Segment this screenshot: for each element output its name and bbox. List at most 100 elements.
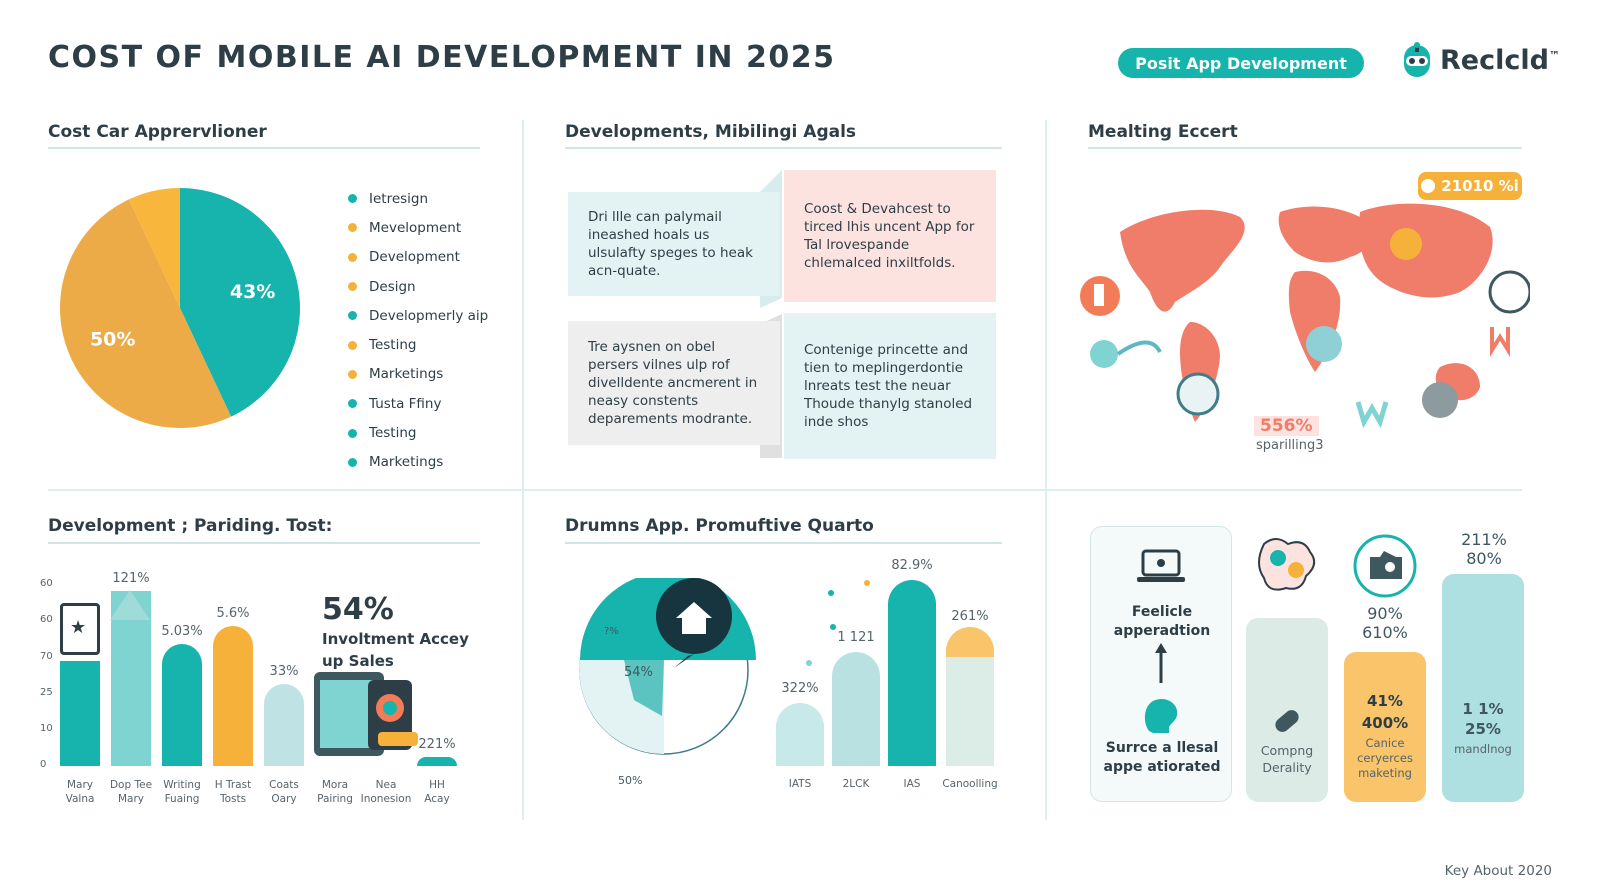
x-tick-label: Mora Pairing: [317, 779, 353, 805]
y-tick-label: 10: [40, 723, 53, 734]
pie-legend: Ietresign Mevelopment Development Design Dev…: [348, 184, 488, 477]
section-rule: [48, 542, 480, 544]
highlight-stat-label: Involtment Accey up Sales: [322, 630, 469, 670]
pill-icon: [1275, 710, 1299, 732]
legend-item: Design: [348, 272, 488, 301]
arrow-up-icon: [1155, 643, 1167, 683]
divider: [522, 120, 524, 820]
legend-dot-icon: [348, 252, 357, 262]
bar-value-label: 1 121: [837, 629, 875, 645]
legend-dot-icon: [348, 428, 357, 438]
section-rule: [565, 147, 1002, 149]
panel-top-value: 90% 610%: [1362, 604, 1408, 642]
legend-item: Mevelopment: [348, 213, 488, 242]
section-title-quarter: Drumns App. Promuftive Quarto: [565, 516, 874, 536]
legend-item: Testing: [348, 330, 488, 359]
pie-chart: 43% 50%: [60, 188, 300, 428]
bar: [264, 683, 304, 766]
bar: [111, 591, 151, 766]
bar-value-label: 221%: [418, 737, 456, 753]
x-tick-label: Dop Tee Mary: [109, 779, 153, 805]
legend-item: Testing: [348, 418, 488, 447]
bar-value-label: 33%: [269, 663, 299, 679]
x-tick-label: Coats Oary: [269, 779, 299, 805]
section-title-map: Mealting Eccert: [1088, 122, 1238, 142]
x-tick-label: Writing Fuaing: [163, 779, 201, 805]
scatter-dot: [864, 580, 870, 586]
scatter-dot: [806, 660, 812, 666]
legend-label: Ietresign: [369, 190, 429, 207]
map-stat-label: sparilling3: [1256, 438, 1324, 453]
legend-dot-icon: [348, 282, 357, 292]
laptop-icon: [1137, 549, 1185, 582]
bar: [832, 651, 880, 766]
legend-label: Design: [369, 278, 416, 295]
bar-value-label: 5.03%: [161, 623, 203, 639]
bar-value-label: 121%: [112, 571, 150, 586]
legend-label: Testing: [369, 425, 417, 442]
section-rule: [1088, 147, 1522, 149]
bar: [417, 757, 457, 766]
pie-slice-label: 50%: [90, 329, 135, 351]
legend-dot-icon: [348, 311, 357, 321]
bar-chart-2: 322% IATS 1 121 2LCK 82.9% IAS 261% Canoolling: [776, 558, 998, 790]
head-icon: [1144, 698, 1178, 733]
pie-slice-label: 43%: [230, 281, 275, 303]
bar-value-label: 322%: [781, 681, 819, 697]
highlight-stat: 54%: [322, 592, 394, 627]
legend-item: Ietresign: [348, 184, 488, 213]
pie-slice: [60, 199, 232, 428]
map-badge: 21010 %i: [1418, 172, 1522, 200]
panel-value: 400%: [1361, 714, 1409, 732]
panel-title: Feelicle apperadtion: [1113, 604, 1211, 639]
robot-logo-icon: [1404, 42, 1430, 77]
section-title-cards: Developments, Mibilingi Agals: [565, 122, 857, 142]
info-card-3: Tre aysnen on obel persers vilnes ulp ro…: [568, 321, 780, 445]
feature-panel-3: 41% 400% Canice ceryerces maketing: [1344, 652, 1426, 802]
divider: [1045, 120, 1047, 820]
bar-value-label: 261%: [951, 609, 989, 625]
bar: [60, 661, 100, 766]
cta-pill-button[interactable]: Posit App Development: [1118, 48, 1364, 78]
quarter-donut: ?% 54% 50%: [579, 578, 756, 787]
legend-item: Marketings: [348, 448, 488, 477]
bar: [213, 626, 253, 766]
legend-dot-icon: [348, 194, 357, 204]
pie-slice: [128, 188, 180, 308]
camera-circle-icon: [1353, 534, 1417, 598]
legend-label: Testing: [369, 337, 417, 354]
panel-top-value: 211% 80%: [1461, 530, 1507, 568]
x-tick-label: 2LCK: [842, 778, 870, 790]
info-card-1: Dri llle can palymail ineashed hoals us …: [568, 192, 780, 296]
scatter-dot: [830, 624, 836, 630]
legend-label: Developmerly aip: [369, 307, 489, 324]
panel-value: 25%: [1465, 720, 1501, 738]
x-tick-label: Mary Valna: [65, 779, 95, 805]
panel-subtitle: Surrce a llesal appe atiorated: [1103, 740, 1221, 775]
star-icon: ★: [70, 617, 87, 638]
x-tick-label: H Trast Tosts: [214, 779, 252, 805]
x-tick-label: IATS: [788, 778, 812, 790]
bar-value-label: 5.6%: [216, 606, 250, 621]
legend-item: Marketings: [348, 360, 488, 389]
legend-label: Marketings: [369, 366, 444, 383]
info-card-2: Coost & Devahcest to tirced lhis uncent …: [784, 170, 996, 302]
info-card-4: Contenige princette and tien to meplinge…: [784, 313, 996, 459]
bar-value-label: 82.9%: [891, 558, 933, 573]
legend-item: Developmerly aip: [348, 301, 488, 330]
legend-dot-icon: [348, 369, 357, 379]
feature-panel-2: Compng Derality: [1246, 618, 1328, 802]
y-tick-label: 60: [40, 578, 53, 589]
brand-logo: Reclcld™: [1400, 42, 1560, 78]
bar: [776, 703, 824, 766]
bar-chart-1: 60 60 70 25 10 0 Mary Valna 121% Dop Tee Mary 5.03%…: [0, 0, 520, 896]
tablet-illustration: [314, 672, 418, 756]
y-tick-label: 70: [40, 651, 53, 662]
legend-dot-icon: [348, 399, 357, 409]
x-tick-label: Nea Inonesion: [360, 779, 412, 805]
peak-icon: [110, 590, 150, 620]
phone-icon: [60, 603, 100, 655]
map-stat: 556%: [1254, 416, 1319, 436]
feature-panel-1: Feelicle apperadtion Surrce a llesal app…: [1090, 526, 1232, 802]
panel-value: 41%: [1367, 692, 1403, 710]
